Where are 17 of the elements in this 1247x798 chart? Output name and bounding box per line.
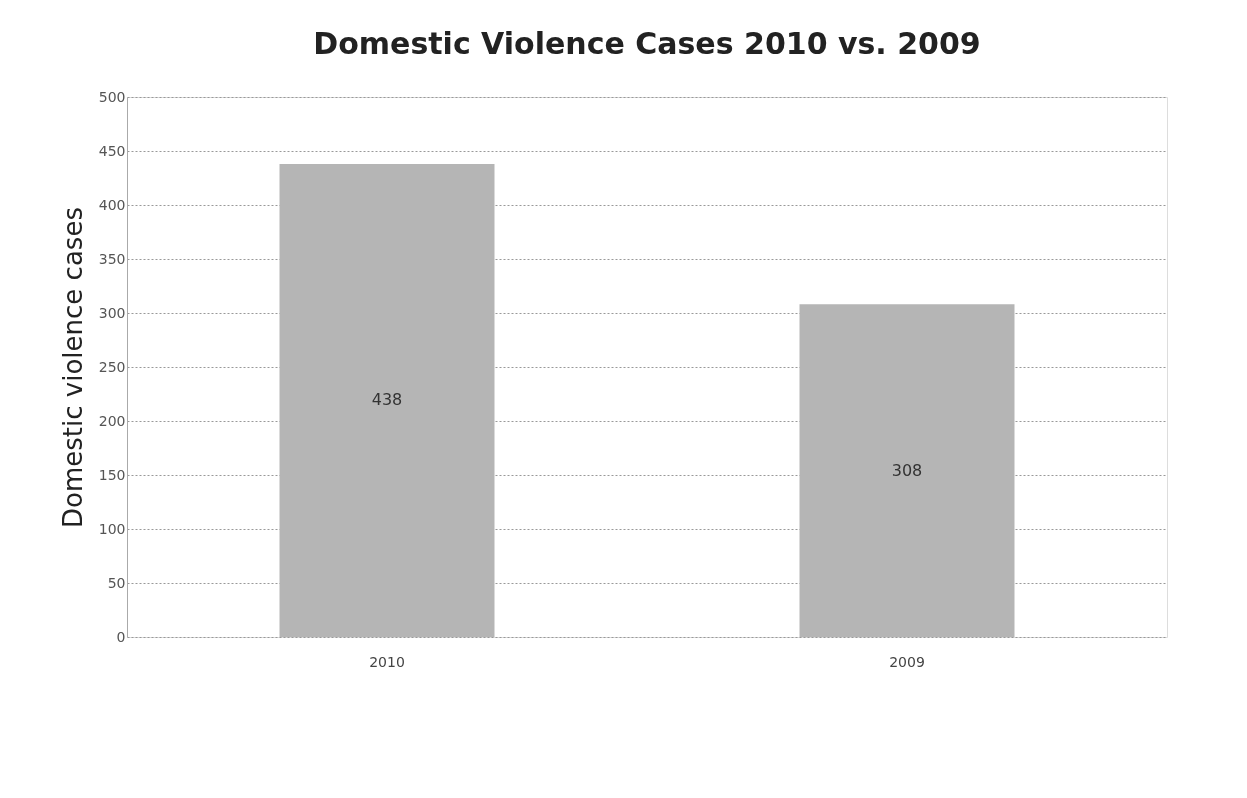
data-label: 438 (371, 390, 403, 410)
y-tick-label: 450 (98, 142, 126, 159)
y-tick-label: 0 (116, 628, 126, 645)
y-axis-title: Domestic violence cases (57, 207, 88, 528)
y-tick-label: 200 (98, 412, 126, 429)
y-tick-label: 100 (98, 520, 126, 537)
x-tick-label: 2009 (889, 653, 925, 670)
y-tick-label: 350 (98, 250, 126, 267)
y-tick-label: 250 (98, 358, 126, 375)
data-label: 308 (891, 460, 923, 480)
x-tick-label: 2010 (369, 653, 405, 670)
y-tick-label: 500 (98, 88, 126, 105)
y-tick-label: 400 (98, 196, 126, 213)
chart-title: Domestic Violence Cases 2010 vs. 2009 (313, 26, 981, 61)
y-tick-label: 150 (98, 466, 126, 483)
y-tick-label: 50 (107, 574, 126, 591)
y-tick-label: 300 (98, 304, 126, 321)
